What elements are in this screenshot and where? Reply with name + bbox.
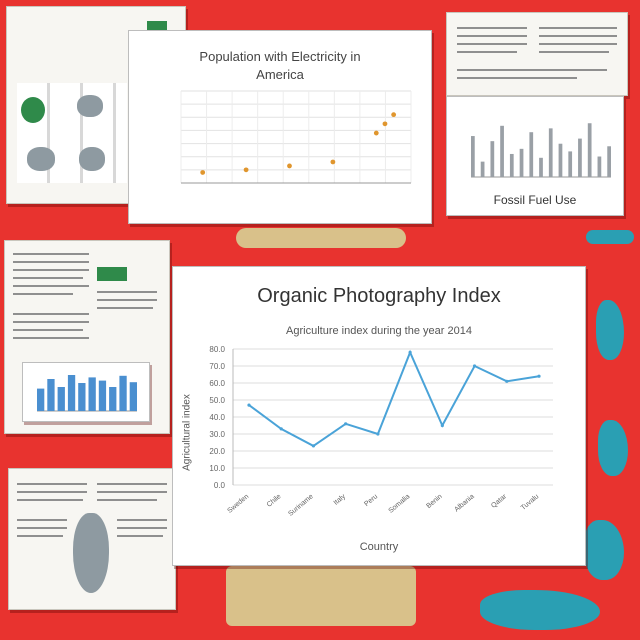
scatter-point-6 bbox=[391, 112, 397, 118]
chart-bar-left-bar-5 bbox=[88, 377, 96, 411]
chart-bar-small-bar-4 bbox=[509, 153, 514, 177]
chart-bar-small-bar-9 bbox=[558, 143, 563, 177]
chart-bar-small-bar-5 bbox=[519, 148, 524, 177]
chart-bar-small-bar-8 bbox=[548, 128, 553, 177]
chart-bar-small-bar-10 bbox=[568, 151, 573, 177]
line-point-4 bbox=[376, 432, 380, 436]
scatter-point-2 bbox=[287, 163, 292, 169]
y-tick-label-2: 20.0 bbox=[209, 447, 225, 456]
chart-bar-small-bar-1 bbox=[480, 161, 485, 177]
main-chart-xlabel: Country bbox=[359, 541, 399, 553]
line-point-9 bbox=[537, 374, 541, 378]
chart-bar-left-bar-0 bbox=[37, 388, 45, 411]
chart-bar-left-bar-1 bbox=[47, 379, 55, 411]
chart-bar-small-bar-3 bbox=[500, 125, 504, 177]
green-plant-icon bbox=[21, 97, 45, 123]
collage-paper-bottom-left bbox=[8, 468, 176, 610]
line-series bbox=[248, 349, 540, 448]
chart-bar-small-bar-0 bbox=[471, 136, 475, 177]
green-badge-icon bbox=[97, 267, 127, 281]
x-tick-label-8: Qatar bbox=[490, 493, 508, 510]
teal-fish-bottom-left-icon bbox=[584, 520, 624, 580]
left-bar-chart bbox=[37, 375, 137, 412]
chart-bar-small-bar-6 bbox=[529, 132, 534, 177]
chart-bar-small-bar-13 bbox=[597, 156, 602, 177]
scatter-point-0 bbox=[200, 170, 206, 175]
y-tick-label-4: 40.0 bbox=[209, 413, 225, 422]
line-point-2 bbox=[311, 444, 316, 448]
main-line-chart-card: Organic Photography Index Agriculture in… bbox=[172, 266, 586, 566]
chart-bar-small-bar-2 bbox=[490, 141, 495, 177]
y-tick-label-3: 30.0 bbox=[209, 430, 225, 439]
main-chart-subtitle: Agriculture index during the year 2014 bbox=[286, 325, 472, 337]
small-bar-chart-card: Fossil Fuel Use bbox=[446, 96, 624, 216]
x-tick-label-1: Chile bbox=[266, 493, 283, 509]
chart-bar-small-bar-12 bbox=[587, 123, 592, 177]
main-chart-ylabel: Agricultural index bbox=[181, 394, 193, 471]
x-tick-label-9: Tuvalu bbox=[520, 493, 540, 512]
x-tick-label-5: Somalia bbox=[388, 493, 412, 515]
x-tick-label-4: Peru bbox=[363, 493, 379, 508]
y-tick-label-1: 10.0 bbox=[209, 464, 225, 473]
sketch-shell-icon bbox=[79, 147, 105, 171]
tan-brush-icon bbox=[236, 228, 406, 248]
small-chart-caption: Fossil Fuel Use bbox=[493, 193, 577, 207]
x-tick-label-6: Benin bbox=[425, 493, 443, 510]
scatter-point-1 bbox=[243, 167, 249, 173]
line-point-6 bbox=[440, 423, 444, 428]
x-tick-label-0: Sweden bbox=[226, 493, 250, 515]
x-tick-label-2: Suriname bbox=[287, 493, 315, 518]
y-tick-label-0: 0.0 bbox=[214, 481, 226, 490]
small-bar-chart bbox=[471, 123, 611, 178]
chart-bar-left-bar-8 bbox=[119, 375, 127, 411]
main-chart-title: Organic Photography Index bbox=[257, 285, 501, 307]
chart-bar-left-bar-3 bbox=[67, 375, 76, 411]
chart-bar-left-bar-4 bbox=[78, 383, 86, 411]
chart-bar-left-bar-6 bbox=[98, 380, 107, 411]
chart-bar-small-bar-11 bbox=[578, 138, 582, 177]
left-bar-chart-card bbox=[22, 362, 150, 422]
line-point-7 bbox=[472, 364, 477, 368]
scatter-chart-card: Population with Electricity in America bbox=[128, 30, 432, 224]
chart-bar-left-bar-7 bbox=[109, 387, 117, 411]
line-point-8 bbox=[505, 379, 509, 383]
x-tick-label-3: Italy bbox=[333, 493, 348, 507]
teal-fish-right-2-icon bbox=[598, 420, 628, 476]
y-tick-label-8: 80.0 bbox=[209, 345, 225, 354]
line-point-3 bbox=[344, 422, 348, 426]
scatter-point-4 bbox=[373, 130, 379, 136]
line-point-1 bbox=[279, 427, 283, 431]
teal-fish-bottom-icon bbox=[480, 590, 600, 630]
y-tick-label-5: 50.0 bbox=[209, 396, 225, 405]
collage-paper-top-right bbox=[446, 12, 628, 96]
scatter-chart bbox=[180, 90, 412, 184]
line-point-5 bbox=[408, 350, 412, 354]
scatter-point-5 bbox=[382, 121, 388, 127]
chart-bar-left-bar-9 bbox=[129, 382, 137, 411]
main-line-chart: 0.0 10.0 20.0 30.0 40.0 50.0 60.0 70.0 80.0 Swede… bbox=[209, 345, 553, 518]
tan-sketch-bottom bbox=[226, 566, 416, 626]
scatter-point-3 bbox=[330, 159, 336, 165]
scatter-chart-title: Population with Electricity in bbox=[199, 49, 361, 64]
scatter-chart-subtitle: America bbox=[256, 67, 304, 82]
chart-bar-small-bar-7 bbox=[539, 157, 543, 177]
sketch-face-icon bbox=[27, 147, 55, 171]
chart-bar-left-bar-2 bbox=[57, 387, 65, 411]
y-tick-label-7: 70.0 bbox=[209, 362, 225, 371]
sketch-bird-icon bbox=[77, 95, 103, 117]
line-point-0 bbox=[247, 403, 251, 407]
sketch-fish-icon bbox=[73, 513, 109, 593]
chart-bar-small-bar-14 bbox=[607, 146, 611, 177]
x-tick-label-7: Albania bbox=[453, 493, 475, 513]
teal-fish-right-icon bbox=[596, 300, 624, 360]
y-tick-label-6: 60.0 bbox=[209, 379, 225, 388]
teal-pen-icon bbox=[586, 230, 634, 244]
